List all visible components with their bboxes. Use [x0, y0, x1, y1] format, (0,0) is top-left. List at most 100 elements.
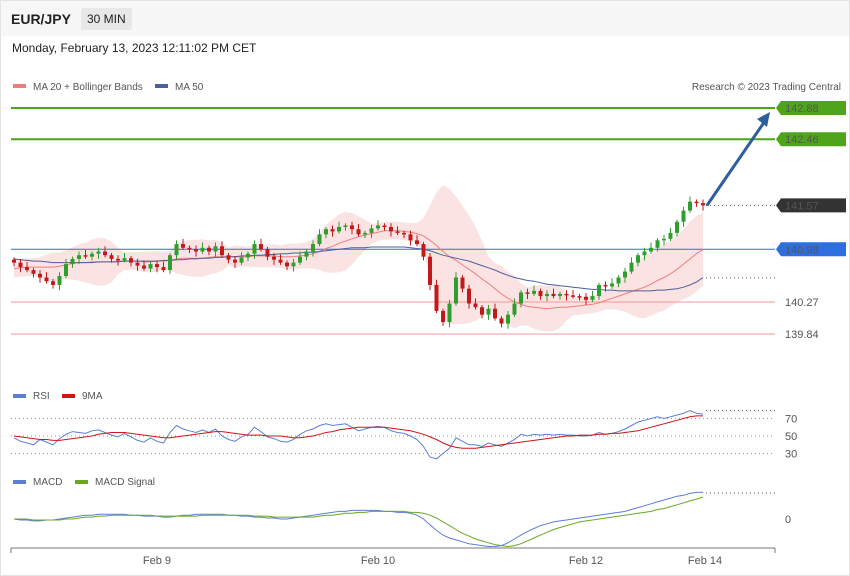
- rsi-tick-label: 70: [785, 414, 797, 426]
- candle-body: [246, 253, 250, 258]
- candle-body: [681, 210, 686, 222]
- candle-body: [642, 251, 647, 256]
- candle-body: [12, 259, 16, 263]
- candle-body: [467, 288, 471, 304]
- candle-body: [64, 264, 68, 277]
- candle-body: [512, 303, 517, 315]
- candle-body: [304, 251, 309, 257]
- macd-signal-legend-label: MACD Signal: [95, 477, 155, 488]
- candle-body: [213, 246, 218, 252]
- rsi-legend-label: RSI: [33, 391, 50, 402]
- candle-body: [486, 308, 491, 315]
- rsi-legend: RSI 9MA: [13, 391, 103, 402]
- candle-body: [187, 247, 192, 250]
- candle-body: [272, 256, 276, 260]
- candle-body: [116, 258, 120, 261]
- candle-body: [324, 229, 328, 235]
- candle-body: [109, 255, 114, 259]
- candle-body: [415, 240, 419, 245]
- ma50-line: [13, 246, 704, 292]
- candle-body: [584, 296, 588, 300]
- candle-body: [668, 232, 673, 239]
- candle-body: [155, 264, 159, 268]
- forecast-arrow-head: [757, 112, 770, 127]
- candle-body: [701, 203, 705, 206]
- rsi-panel: 70 50 30: [11, 410, 797, 461]
- candle-body: [408, 234, 413, 241]
- candle-body: [389, 226, 393, 232]
- candle-body: [343, 225, 348, 227]
- x-axis: Feb 9 Feb 10 Feb 12 Feb 14: [10, 548, 776, 567]
- candle-body: [337, 226, 341, 232]
- macd-tick-label: 0: [785, 514, 791, 526]
- candle-body: [226, 255, 231, 260]
- candle-body: [259, 244, 263, 250]
- candle-body: [616, 277, 621, 284]
- candle-body: [428, 256, 432, 285]
- candle-body: [285, 262, 289, 267]
- macd-signal-line: [14, 496, 704, 548]
- timeframe-button[interactable]: 30 MIN: [81, 8, 132, 30]
- candle-body: [194, 249, 198, 252]
- level-tags: 142.88 142.46 141.57 140.98 140.27 139.84: [776, 101, 846, 341]
- macd-legend: MACD MACD Signal: [13, 477, 155, 488]
- candle-body: [480, 307, 484, 315]
- candle-body: [220, 246, 224, 256]
- bollinger-band-fill: [14, 185, 703, 332]
- x-tick-label: Feb 12: [569, 555, 603, 567]
- symbol-title: EUR/JPY: [11, 11, 71, 27]
- candle-body: [103, 251, 107, 256]
- rsi-tick-label: 50: [785, 431, 797, 443]
- bollinger-bands: [14, 185, 703, 332]
- level-label: 142.88: [785, 103, 819, 115]
- candle-body: [441, 310, 445, 323]
- x-tick-label: Feb 14: [688, 555, 722, 567]
- level-label: 139.84: [785, 329, 819, 341]
- x-tick-label: Feb 9: [143, 555, 171, 567]
- ma20-legend-label: MA 20 + Bollinger Bands: [33, 82, 143, 93]
- level-tag: [776, 242, 846, 257]
- candle-body: [38, 273, 42, 278]
- candle-body: [278, 259, 283, 263]
- candle-body: [473, 303, 478, 308]
- rsi-tick-label: 30: [785, 449, 797, 461]
- candle-body: [382, 225, 387, 227]
- candle-body: [571, 295, 575, 297]
- forecast-arrow: [705, 112, 770, 207]
- candle-body: [655, 240, 660, 248]
- main-legend: MA 20 + Bollinger Bands MA 50 Research ©…: [13, 82, 841, 93]
- candle-body: [454, 277, 458, 304]
- x-tick-label: Feb 10: [361, 555, 395, 567]
- candle-body: [577, 296, 582, 298]
- candle-body: [590, 296, 595, 300]
- macd-line: [13, 491, 703, 547]
- candle-body: [525, 292, 530, 294]
- candle-body: [421, 244, 426, 257]
- macd-swatch: [13, 480, 26, 484]
- candle-body: [233, 259, 237, 263]
- candle-body: [44, 277, 49, 282]
- candle-body: [538, 290, 543, 297]
- report-datetime: Monday, February 13, 2023 12:11:02 PM CE…: [12, 41, 257, 55]
- candle-body: [519, 292, 523, 304]
- candle-body: [447, 303, 452, 323]
- macd-panel: 0: [13, 491, 791, 548]
- ma50-legend-label: MA 50: [175, 82, 204, 93]
- macd-legend-label: MACD: [33, 477, 62, 488]
- candle-body: [558, 293, 562, 297]
- candle-body: [239, 257, 244, 263]
- candle-body: [129, 258, 133, 263]
- candle-body: [675, 221, 679, 233]
- ma50-swatch: [155, 84, 168, 88]
- candle-body: [298, 256, 302, 263]
- candle-body: [356, 229, 361, 235]
- candle-body: [564, 293, 569, 296]
- candle-body: [629, 262, 634, 272]
- candle-body: [551, 293, 556, 297]
- candle-body: [207, 247, 211, 252]
- candle-body: [25, 267, 29, 271]
- header-bar: EUR/JPY 30 MIN: [1, 1, 849, 36]
- rsi-swatch: [13, 394, 26, 398]
- candle-body: [83, 255, 88, 257]
- candle-body: [369, 228, 374, 233]
